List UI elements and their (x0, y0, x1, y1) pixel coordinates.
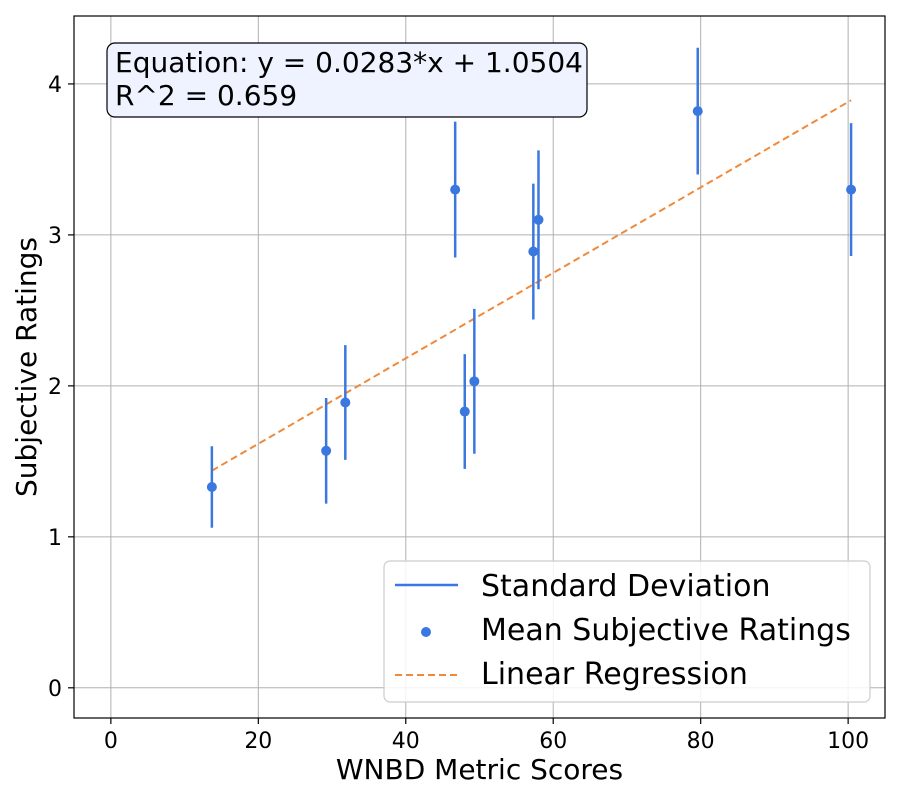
legend: Standard Deviation Mean Subjective Ratin… (383, 560, 871, 703)
x-axis-label: WNBD Metric Scores (336, 753, 623, 786)
x-tick-label: 20 (244, 729, 272, 754)
legend-label-linear-regression: Linear Regression (481, 657, 748, 692)
plot-frame (73, 15, 886, 719)
equation-annotation: Equation: y = 0.0283*x + 1.0504 R^2 = 0.… (106, 42, 588, 118)
x-tick-label: 80 (687, 729, 715, 754)
x-tick-label: 0 (104, 729, 118, 754)
data-point (533, 214, 544, 225)
error-bars (210, 47, 853, 528)
data-point (450, 184, 461, 195)
data-point (206, 482, 217, 493)
legend-box (383, 560, 871, 703)
axis-ticks: 0 20 40 60 80 100 0 1 2 3 4 (48, 73, 869, 754)
data-points (206, 106, 857, 493)
data-point (340, 397, 351, 408)
data-point (459, 406, 470, 417)
y-tick-label: 2 (48, 375, 62, 400)
data-point (846, 184, 857, 195)
y-tick-label: 4 (48, 73, 62, 98)
annotation-box (106, 42, 588, 118)
y-tick-label: 3 (48, 224, 62, 249)
regression-line (211, 99, 852, 472)
y-tick-label: 1 (48, 526, 62, 551)
annotation-equation: Equation: y = 0.0283*x + 1.0504 (115, 46, 583, 79)
regression-line-layer (211, 99, 852, 472)
data-point (469, 376, 480, 387)
annotation-r-squared: R^2 = 0.659 (115, 79, 297, 112)
x-tick-label: 60 (539, 729, 567, 754)
y-tick-label: 0 (48, 677, 62, 702)
data-point (692, 106, 703, 117)
y-axis-label: Subjective Ratings (10, 237, 43, 497)
legend-label-mean-ratings: Mean Subjective Ratings (481, 613, 851, 648)
x-tick-label: 100 (827, 729, 869, 754)
data-point (321, 445, 332, 456)
legend-label-standard-deviation: Standard Deviation (481, 569, 771, 604)
x-tick-label: 40 (392, 729, 420, 754)
legend-swatch-mean-ratings (421, 627, 431, 637)
data-point (528, 246, 539, 257)
